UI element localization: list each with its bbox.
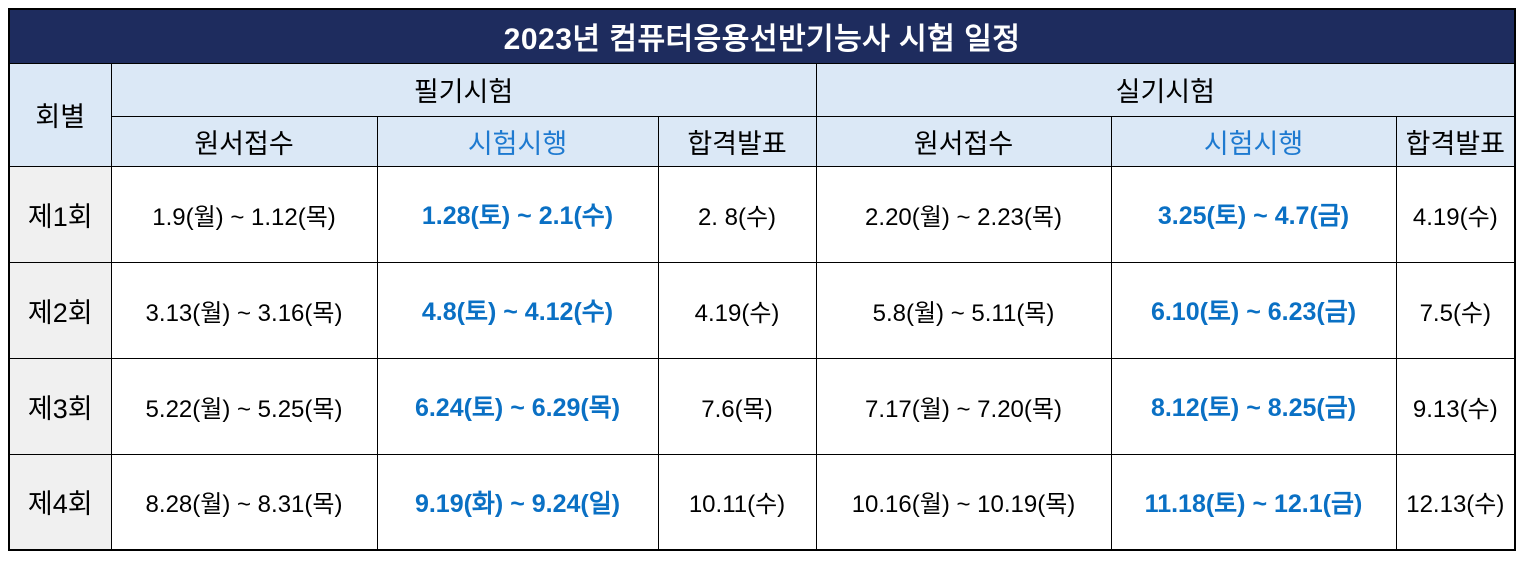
written-exam-period: 6.24(토) ~ 6.29(목) <box>376 357 659 455</box>
header-written-result: 합격발표 <box>657 115 817 167</box>
table-row-round-4: 제4회 8.28(월) ~ 8.31(목) 9.19(화) ~ 9.24(일) … <box>8 453 1516 551</box>
practical-apply-period: 7.17(월) ~ 7.20(목) <box>815 357 1112 455</box>
table-row-round-3: 제3회 5.22(월) ~ 5.25(목) 6.24(토) ~ 6.29(목) … <box>8 357 1516 455</box>
header-round: 회별 <box>8 62 112 167</box>
title-bar: 2023년 컴퓨터응용선반기능사 시험 일정 <box>8 8 1516 64</box>
header-practical-exam-date: 시험시행 <box>1110 115 1397 167</box>
round-label: 제4회 <box>8 453 112 551</box>
header-group-row: 회별 필기시험 실기시험 <box>8 62 1516 167</box>
written-apply-period: 8.28(월) ~ 8.31(목) <box>110 453 378 551</box>
header-written-exam: 필기시험 <box>110 62 817 117</box>
header-written-exam-date: 시험시행 <box>376 115 659 167</box>
written-exam-period: 9.19(화) ~ 9.24(일) <box>376 453 659 551</box>
practical-result-date: 7.5(수) <box>1395 261 1516 359</box>
round-label: 제1회 <box>8 165 112 263</box>
practical-exam-period: 6.10(토) ~ 6.23(금) <box>1110 261 1397 359</box>
practical-result-date: 12.13(수) <box>1395 453 1516 551</box>
practical-exam-period: 11.18(토) ~ 12.1(금) <box>1110 453 1397 551</box>
written-result-date: 2. 8(수) <box>657 165 817 263</box>
practical-apply-period: 5.8(월) ~ 5.11(목) <box>815 261 1112 359</box>
written-exam-period: 1.28(토) ~ 2.1(수) <box>376 165 659 263</box>
round-label: 제3회 <box>8 357 112 455</box>
header-practical-apply: 원서접수 <box>815 115 1112 167</box>
practical-result-date: 4.19(수) <box>1395 165 1516 263</box>
written-apply-period: 1.9(월) ~ 1.12(목) <box>110 165 378 263</box>
header-practical-exam: 실기시험 <box>815 62 1516 117</box>
header-subcol-row: 원서접수 시험시행 합격발표 원서접수 시험시행 합격발표 <box>9 115 1516 167</box>
written-result-date: 4.19(수) <box>657 261 817 359</box>
header-written-apply: 원서접수 <box>110 115 378 167</box>
written-apply-period: 3.13(월) ~ 3.16(목) <box>110 261 378 359</box>
written-exam-period: 4.8(토) ~ 4.12(수) <box>376 261 659 359</box>
practical-exam-period: 3.25(토) ~ 4.7(금) <box>1110 165 1397 263</box>
page-title: 2023년 컴퓨터응용선반기능사 시험 일정 <box>503 23 1021 57</box>
header-practical-result: 합격발표 <box>1395 115 1516 167</box>
table-row-round-2: 제2회 3.13(월) ~ 3.16(목) 4.8(토) ~ 4.12(수) 4… <box>8 261 1516 359</box>
written-apply-period: 5.22(월) ~ 5.25(목) <box>110 357 378 455</box>
round-label: 제2회 <box>8 261 112 359</box>
practical-apply-period: 10.16(월) ~ 10.19(목) <box>815 453 1112 551</box>
practical-apply-period: 2.20(월) ~ 2.23(목) <box>815 165 1112 263</box>
written-result-date: 7.6(목) <box>657 357 817 455</box>
exam-schedule-table: 2023년 컴퓨터응용선반기능사 시험 일정 회별 필기시험 실기시험 원서접수… <box>8 8 1517 551</box>
practical-exam-period: 8.12(토) ~ 8.25(금) <box>1110 357 1397 455</box>
practical-result-date: 9.13(수) <box>1395 357 1516 455</box>
table-row-round-1: 제1회 1.9(월) ~ 1.12(목) 1.28(토) ~ 2.1(수) 2.… <box>8 165 1516 263</box>
written-result-date: 10.11(수) <box>657 453 817 551</box>
